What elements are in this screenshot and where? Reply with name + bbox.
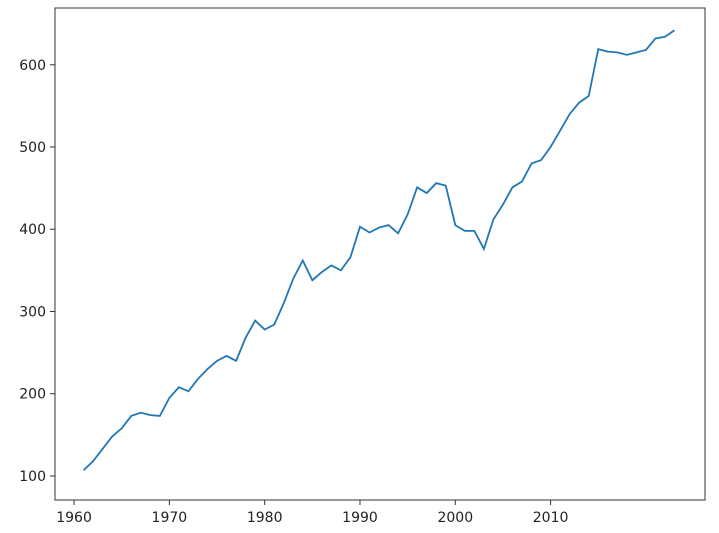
y-tick-label: 100 <box>19 469 46 485</box>
x-tick-label: 2010 <box>533 510 569 526</box>
y-tick-label: 500 <box>19 140 46 156</box>
x-tick-label: 1970 <box>152 510 188 526</box>
y-tick-label: 300 <box>19 304 46 320</box>
plot-frame <box>54 7 706 501</box>
x-tick-label: 1960 <box>56 510 92 526</box>
y-tick-label: 400 <box>19 222 46 238</box>
y-tick-label: 600 <box>19 58 46 74</box>
x-tick-label: 1990 <box>342 510 378 526</box>
x-tick-label: 1980 <box>247 510 283 526</box>
data-line <box>82 29 676 471</box>
x-tick-label: 2000 <box>437 510 473 526</box>
y-tick-label: 200 <box>19 387 46 403</box>
